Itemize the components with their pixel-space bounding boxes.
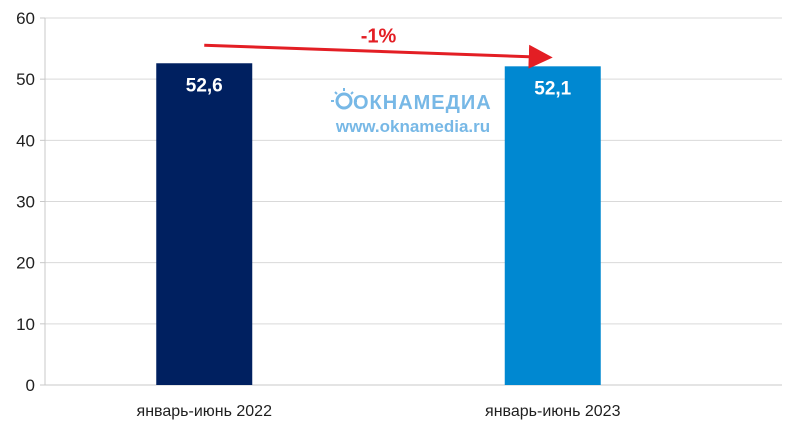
bar bbox=[504, 66, 601, 386]
sun-logo-icon bbox=[331, 88, 357, 110]
change-label: -1% bbox=[361, 25, 397, 47]
y-tick-labels: 0 10 20 30 40 50 60 bbox=[16, 9, 35, 395]
watermark: ОКНАМЕДИА www.oknamedia.ru bbox=[331, 88, 492, 136]
x-category-label: январь-июнь 2022 bbox=[137, 403, 273, 420]
y-tick-label: 50 bbox=[16, 70, 35, 89]
bar-value-label: 52,1 bbox=[534, 78, 571, 99]
y-tick-label: 10 bbox=[16, 315, 35, 334]
y-tick-label: 60 bbox=[16, 9, 35, 28]
category-labels: январь-июнь 2022 январь-июнь 2023 bbox=[137, 403, 621, 420]
x-category-label: январь-июнь 2023 bbox=[485, 403, 621, 420]
bars bbox=[156, 63, 601, 386]
gridlines bbox=[40, 17, 782, 386]
y-tick-label: 40 bbox=[16, 131, 35, 150]
y-tick-label: 20 bbox=[16, 254, 35, 273]
value-labels: 52,6 52,1 bbox=[186, 75, 572, 99]
y-tick-label: 30 bbox=[16, 193, 35, 212]
bar-value-label: 52,6 bbox=[186, 75, 223, 96]
y-tick-label: 0 bbox=[26, 376, 35, 395]
watermark-brand: ОКНАМЕДИА bbox=[353, 92, 492, 114]
bar bbox=[156, 63, 253, 385]
watermark-url: www.oknamedia.ru bbox=[335, 117, 490, 136]
change-arrow bbox=[204, 43, 553, 69]
change-annotation: -1% bbox=[204, 25, 553, 69]
